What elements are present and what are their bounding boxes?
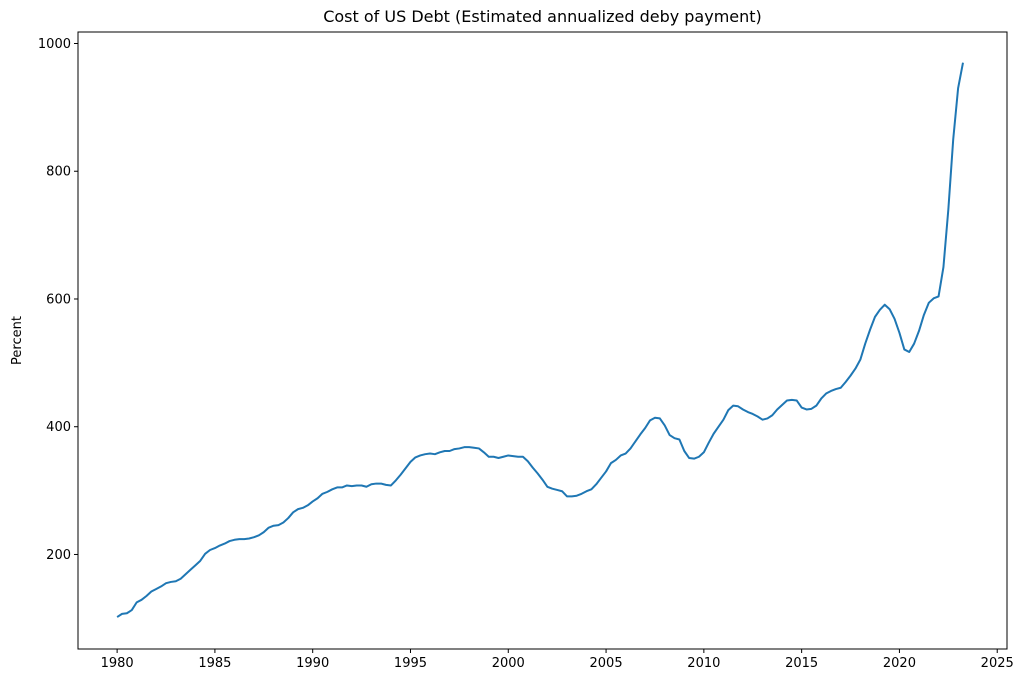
y-tick-label: 400 (46, 420, 71, 435)
series-layer (116, 62, 964, 618)
chart-title: Cost of US Debt (Estimated annualized de… (323, 7, 762, 26)
series-line (116, 62, 964, 618)
y-tick-label: 800 (46, 165, 71, 180)
axis-ticks: 1980 1985 1990 1995 2000 2005 2010 2015 2020 2025… (38, 37, 1014, 671)
x-tick-label: 2020 (883, 656, 916, 671)
x-tick-label: 1995 (394, 656, 427, 671)
x-tick-label: 2000 (492, 656, 525, 671)
x-tick-label: 2015 (785, 656, 818, 671)
y-tick-label: 1000 (38, 37, 71, 52)
x-tick-label: 1980 (101, 656, 134, 671)
x-tick-label: 2010 (687, 656, 720, 671)
x-tick-label: 2005 (590, 656, 623, 671)
x-tick-label: 2025 (981, 656, 1014, 671)
x-tick-label: 1985 (198, 656, 231, 671)
x-tick-label: 1990 (296, 656, 329, 671)
y-axis-label: Percent (10, 316, 25, 365)
y-tick-label: 200 (46, 548, 71, 563)
y-tick-label: 600 (46, 292, 71, 307)
plot-frame (77, 31, 1008, 650)
